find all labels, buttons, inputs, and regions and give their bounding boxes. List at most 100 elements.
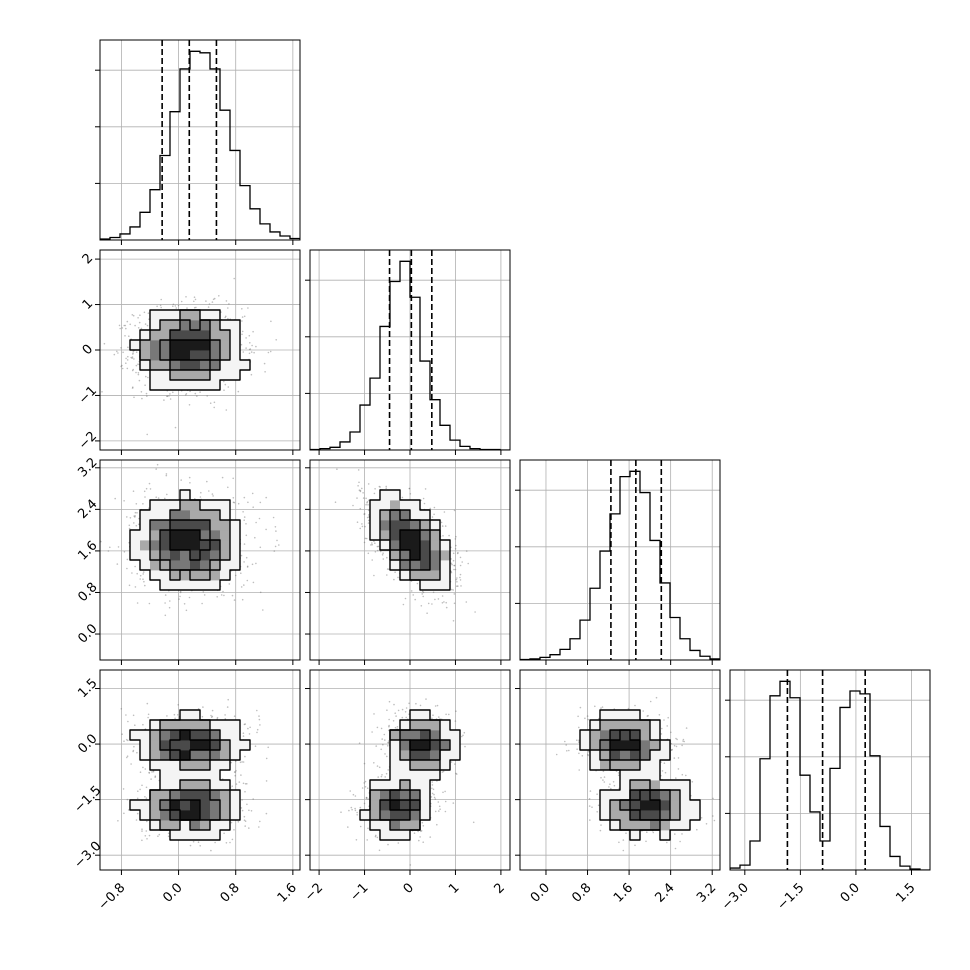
- density-cell: [630, 790, 641, 801]
- density-cell: [180, 740, 191, 751]
- density-cell: [430, 720, 441, 731]
- density-cell: [190, 370, 201, 381]
- density-cell: [630, 820, 641, 831]
- density-cell: [200, 780, 211, 791]
- density-cell: [590, 760, 601, 771]
- density-cell: [180, 730, 191, 741]
- density-cell: [180, 330, 191, 341]
- contour-line: [159, 519, 221, 571]
- density-cell: [390, 810, 401, 821]
- density-cell: [620, 800, 631, 811]
- density-cell: [220, 550, 231, 561]
- density-cell: [400, 810, 411, 821]
- density-cell: [180, 550, 191, 561]
- density-cell: [440, 570, 451, 581]
- density-cell: [410, 790, 421, 801]
- density-cell: [410, 730, 421, 741]
- density-cell: [660, 740, 671, 751]
- density-cell: [160, 320, 171, 331]
- density-cell: [170, 500, 181, 511]
- density-cell: [430, 520, 441, 531]
- density-cell: [410, 570, 421, 581]
- density-cell: [390, 820, 401, 831]
- density-cell: [190, 710, 201, 721]
- density-cell: [610, 820, 621, 831]
- density-cell: [640, 770, 651, 781]
- density-cell: [420, 560, 431, 571]
- density-cell: [400, 520, 411, 531]
- density-cell: [410, 810, 421, 821]
- density-cell: [150, 500, 161, 511]
- contour-line: [379, 729, 441, 821]
- density-cell: [150, 530, 161, 541]
- density-cell: [210, 350, 221, 361]
- density-cell: [210, 540, 221, 551]
- density-cell: [140, 560, 151, 571]
- density-cell: [150, 340, 161, 351]
- density-cell: [200, 550, 211, 561]
- density-cell: [400, 550, 411, 561]
- density-cell: [440, 740, 451, 751]
- density-cell: [630, 740, 641, 751]
- density-cell: [670, 790, 681, 801]
- density-cell: [220, 820, 231, 831]
- density-cell: [160, 330, 171, 341]
- x-tick-label: 2: [492, 880, 508, 896]
- density-cell: [430, 560, 441, 571]
- density-cell: [380, 500, 391, 511]
- density-cell: [390, 510, 401, 521]
- density-cell: [200, 580, 211, 591]
- y-tick-label: 1.6: [75, 538, 100, 563]
- density-cell: [180, 750, 191, 761]
- density-cell: [420, 740, 431, 751]
- density-cell: [230, 530, 241, 541]
- density-cell: [180, 800, 191, 811]
- density-cell: [400, 820, 411, 831]
- density-cell: [430, 580, 441, 591]
- density-cell: [190, 800, 201, 811]
- density-cell: [630, 800, 641, 811]
- density-cell: [210, 810, 221, 821]
- density-cell: [590, 740, 601, 751]
- density-cell: [390, 520, 401, 531]
- density-cell: [230, 330, 241, 341]
- histogram-panel-0: [95, 39, 301, 245]
- density-cell: [580, 730, 591, 741]
- density-cell: [220, 720, 231, 731]
- x-tick-label: 0.0: [528, 880, 553, 905]
- x-tick-label: 1.6: [611, 880, 636, 905]
- density-cell: [240, 360, 251, 371]
- density-cell: [150, 310, 161, 321]
- density-cell: [180, 380, 191, 391]
- density-cell: [410, 800, 421, 811]
- contour-line: [169, 729, 211, 821]
- density-cell: [150, 560, 161, 571]
- density-cell: [190, 360, 201, 371]
- density-cell: [170, 810, 181, 821]
- contour-line: [169, 529, 211, 561]
- density-cell: [210, 500, 221, 511]
- x-tick-label: −3.0: [719, 880, 752, 913]
- density-cell: [220, 370, 231, 381]
- density-cell: [160, 340, 171, 351]
- contour-line: [389, 509, 431, 571]
- density-cell: [150, 510, 161, 521]
- density-cell: [420, 750, 431, 761]
- density-cell: [620, 820, 631, 831]
- x-tick-label: 1.6: [275, 880, 300, 905]
- density-cell: [170, 310, 181, 321]
- density-cell: [180, 350, 191, 361]
- density-cell: [390, 530, 401, 541]
- density-cell: [170, 830, 181, 841]
- density-cell: [200, 730, 211, 741]
- density-cell: [640, 760, 651, 771]
- density-image: [360, 710, 461, 841]
- density-cell: [220, 530, 231, 541]
- density-cell: [160, 780, 171, 791]
- density-cell: [170, 550, 181, 561]
- density-cell: [150, 570, 161, 581]
- density-cell: [190, 350, 201, 361]
- density-cell: [180, 320, 191, 331]
- density-cell: [200, 820, 211, 831]
- density-image: [130, 490, 241, 591]
